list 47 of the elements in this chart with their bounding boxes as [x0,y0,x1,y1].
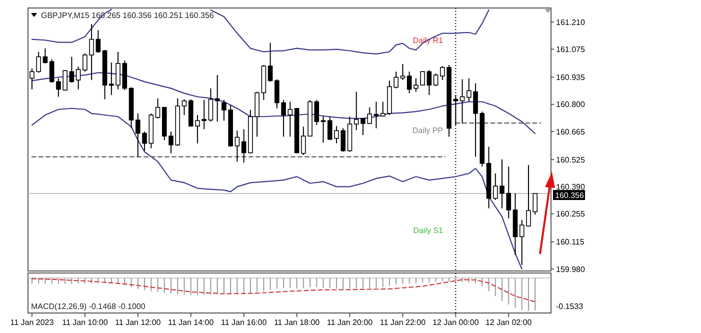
x-tick-label: 12 Jan 00:00 [432,318,480,327]
candlestick [380,101,386,118]
x-tick-label: 11 Jan 20:00 [326,318,374,327]
line-series [31,72,536,134]
candlestick [288,101,293,138]
candlestick [268,42,273,82]
y-tick-label: 160.390 [556,182,586,192]
y-tick-label: 160.935 [556,73,586,82]
x-tick-label: 11 Jan 14:00 [168,318,214,327]
candlestick [155,98,160,119]
candlestick [433,72,438,87]
candlestick [374,101,379,129]
candlestick [426,70,432,96]
y-tick-label: 160.115 [556,238,585,247]
x-tick-label: 12 Jan 02:00 [486,318,532,327]
line-series [31,108,522,270]
candlestick [96,30,101,54]
candlestick [400,64,406,81]
text: -0.1533 [556,302,584,311]
x-tick-label: 11 Jan 16:00 [220,318,268,327]
y-tick-label: 160.665 [556,127,586,136]
candlestick [208,88,214,122]
y-tick-label: 159.980 [556,264,586,274]
candlestick [76,66,81,90]
candlestick [234,130,240,162]
y-tick-label: 160.800 [556,100,586,110]
y-tick-label: 161.210 [556,18,586,27]
candlestick [241,128,246,164]
candlestick [42,48,48,64]
x-tick-label: 11 Jan 22:00 [380,318,426,327]
candlestick [320,116,326,144]
candlestick [460,78,465,124]
x-tick-label: 11 Jan 18:00 [274,318,320,327]
ref-line-label: 160.356 [555,190,584,200]
candlestick [406,71,412,94]
candlestick [49,58,54,84]
y-tick-label: 160.255 [556,210,586,219]
x-tick-label: 11 Jan 12:00 [115,318,162,327]
candlestick [182,98,187,116]
annotation: Daily S1 [413,226,444,235]
text: MACD(12,26,9) -0.1468 -0.1000 [31,302,146,311]
x-tick-label: 11 Jan 2023 [10,318,54,327]
y-tick-label: 160.525 [556,155,586,164]
annotation: Daily PP [412,126,443,135]
candlestick [69,56,74,84]
y-tick-label: 161.075 [556,44,586,54]
x-tick-label: 11 Jan 10:00 [62,318,108,327]
